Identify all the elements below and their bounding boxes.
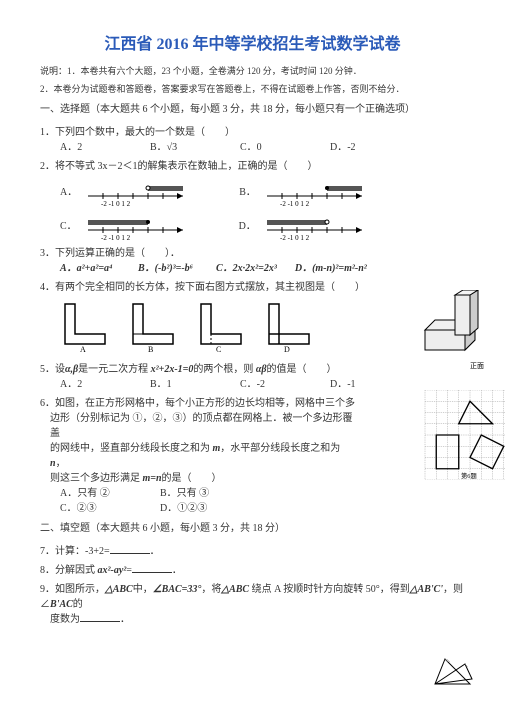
number-line-a: -2 -1 0 1 2 bbox=[83, 176, 193, 206]
question-5: 5．设α,β是一元二次方程 x²+2x-1=0的两个根，则 αβ的值是（ ） A… bbox=[40, 360, 465, 390]
q3-opt-a: A．a²+a²=a⁴ bbox=[60, 259, 120, 274]
section-1-title: 一、选择题（本大题共 6 个小题，每小题 3 分，共 18 分，每小题只有一个正… bbox=[40, 101, 465, 119]
question-2: 2．将不等式 3x－2＜1的解集表示在数轴上，正确的是（ ） A． -2 -1 … bbox=[40, 157, 465, 240]
q6-text4: 则这三个多边形满足 m=n的是（ ） bbox=[50, 469, 355, 484]
q5-opt-a: A．2 bbox=[60, 375, 120, 390]
svg-text:正面: 正面 bbox=[470, 362, 484, 370]
q3-opt-c: C．2x·2x²=2x³ bbox=[216, 259, 277, 274]
svg-text:第6题: 第6题 bbox=[461, 471, 477, 480]
q3-text: 3．下列运算正确的是（ ）． bbox=[40, 244, 465, 259]
q1-opt-c: C．0 bbox=[240, 138, 300, 153]
exam-title: 江西省 2016 年中等学校招生考试数学试卷 bbox=[40, 30, 465, 54]
svg-text:A: A bbox=[80, 345, 86, 354]
blank-7 bbox=[110, 544, 150, 554]
question-1: 1．下列四个数中，最大的一个数是（ ） A．2 B．√3 C．0 D．-2 bbox=[40, 123, 465, 153]
svg-text:-2 -1 0 1 2: -2 -1 0 1 2 bbox=[280, 200, 310, 206]
question-6: 6．如图，在正方形网格中，每个小正方形的边长均相等，网格中三个多 边形（分别标记… bbox=[40, 394, 465, 514]
q1-opt-b: B．√3 bbox=[150, 138, 210, 153]
grid-figure: 第6题 bbox=[420, 390, 505, 480]
blank-9 bbox=[80, 612, 120, 622]
blank-8 bbox=[132, 563, 172, 573]
instruction-1: 说明：1．本卷共有六个大题，23 个小题，全卷满分 120 分，考试时间 120… bbox=[40, 64, 465, 78]
section-2-title: 二、填空题（本大题共 6 小题，每小题 3 分，共 18 分） bbox=[40, 520, 465, 538]
q5-text: 5．设α,β是一元二次方程 x²+2x-1=0的两个根，则 αβ的值是（ ） bbox=[40, 360, 465, 375]
number-line-b: -2 -1 0 1 2 bbox=[262, 176, 372, 206]
question-4: 4．有两个完全相同的长方体，按下面右图方式摆放，其主视图是（ ） A B C D bbox=[40, 278, 465, 354]
svg-text:-2 -1 0 1 2: -2 -1 0 1 2 bbox=[280, 234, 310, 240]
lshape-d: D bbox=[264, 299, 314, 354]
q2-label-c: C． bbox=[60, 217, 77, 232]
svg-text:-2 -1 0 1 2: -2 -1 0 1 2 bbox=[101, 200, 131, 206]
q3-opt-b: B．(-b²)³=-b⁶ bbox=[138, 259, 198, 274]
lshape-c: C bbox=[196, 299, 246, 354]
triangle-figure bbox=[430, 654, 475, 689]
q9-text2: 度数为 bbox=[50, 614, 80, 625]
svg-text:D: D bbox=[284, 345, 290, 354]
q2-text: 2．将不等式 3x－2＜1的解集表示在数轴上，正确的是（ ） bbox=[40, 157, 465, 172]
svg-text:-2 -1 0 1 2: -2 -1 0 1 2 bbox=[101, 234, 131, 240]
q9-text: 9．如图所示，△ABC中，∠BAC=33°，将△ABC 绕点 A 按顺时针方向旋… bbox=[40, 580, 465, 610]
question-3: 3．下列运算正确的是（ ）． A．a²+a²=a⁴ B．(-b²)³=-b⁶ C… bbox=[40, 244, 465, 274]
q6-opt-d: D．①②③ bbox=[160, 499, 220, 514]
q5-opt-c: C．-2 bbox=[240, 375, 300, 390]
question-9: 9．如图所示，△ABC中，∠BAC=33°，将△ABC 绕点 A 按顺时针方向旋… bbox=[40, 580, 465, 625]
q6-opt-c: C．②③ bbox=[60, 499, 120, 514]
q5-opt-d: D．-1 bbox=[330, 375, 390, 390]
question-7: 7．计算：-3+2=． bbox=[40, 542, 465, 557]
q6-opt-a: A．只有 ② bbox=[60, 484, 120, 499]
lshape-b: B bbox=[128, 299, 178, 354]
q7-text: 7．计算：-3+2= bbox=[40, 546, 110, 557]
q3-opt-d: D．(m-n)²=m²-n² bbox=[295, 259, 367, 274]
q6-text2: 边形（分别标记为 ①，②，③）的顶点都在网格上．被一个多边形覆盖 bbox=[50, 409, 355, 439]
q1-opt-d: D．-2 bbox=[330, 138, 390, 153]
lshape-a: A bbox=[60, 299, 110, 354]
q6-text: 6．如图，在正方形网格中，每个小正方形的边长均相等，网格中三个多 bbox=[40, 394, 355, 409]
q4-text: 4．有两个完全相同的长方体，按下面右图方式摆放，其主视图是（ ） bbox=[40, 278, 465, 293]
q6-text3: 的网线中，竖直部分线段长度之和为 m，水平部分线段长度之和为 n， bbox=[50, 439, 355, 469]
number-line-d: -2 -1 0 1 2 bbox=[262, 210, 372, 240]
question-8: 8．分解因式 ax²-ay²=． bbox=[40, 561, 465, 576]
svg-text:C: C bbox=[216, 345, 221, 354]
instruction-2: 2．本卷分为试题卷和答题卷，答案要求写在答题卷上，不得在试题卷上作答，否则不给分… bbox=[40, 82, 465, 96]
q5-opt-b: B．1 bbox=[150, 375, 210, 390]
svg-text:B: B bbox=[148, 345, 153, 354]
q2-label-a: A． bbox=[60, 183, 77, 198]
q6-opt-b: B．只有 ③ bbox=[160, 484, 220, 499]
number-line-c: -2 -1 0 1 2 bbox=[83, 210, 193, 240]
q1-opt-a: A．2 bbox=[60, 138, 120, 153]
q1-text: 1．下列四个数中，最大的一个数是（ ） bbox=[40, 123, 465, 138]
